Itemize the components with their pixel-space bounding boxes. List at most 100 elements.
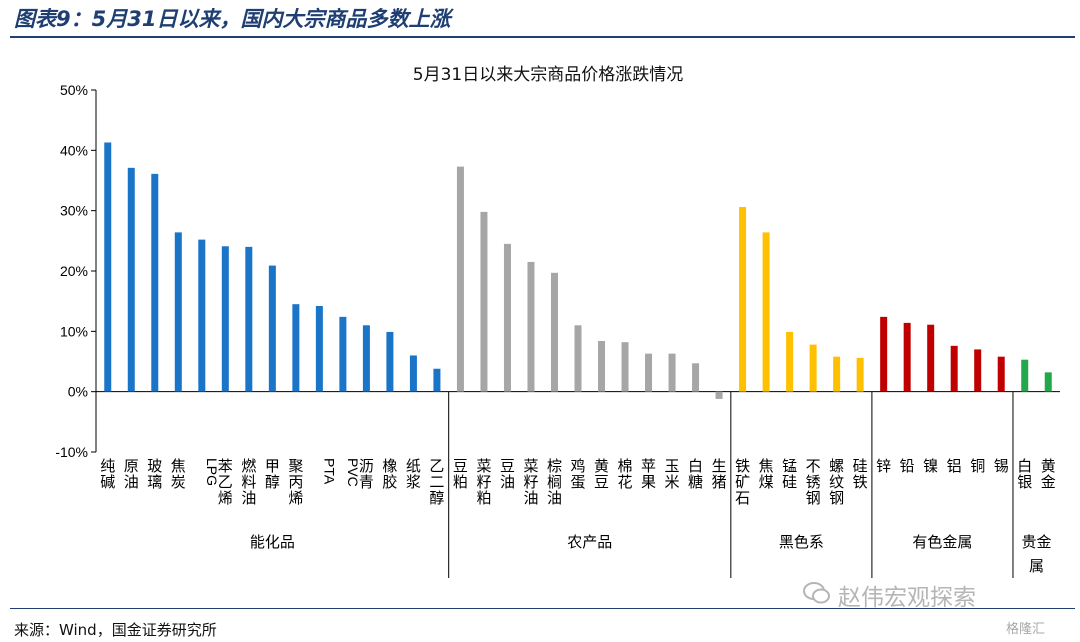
category-label: 不锈钢 [806,457,821,507]
bar [974,349,982,392]
bar [668,353,676,392]
category-label: 白糖 [688,457,703,491]
category-label: 锰硅 [782,457,797,491]
group-label: 农产品 [567,533,612,551]
bar [645,353,653,392]
bar-layer [104,142,1052,399]
category-label: 白银 [1017,457,1032,491]
category-label: 棕榈油 [547,457,562,507]
category-label: 铁矿石 [735,457,750,507]
category-label: 沥青 [359,457,374,491]
category-label: LPG [204,458,220,486]
bar [856,357,864,392]
category-label: 聚丙烯 [288,457,303,507]
bar [762,232,770,392]
bar [480,211,488,392]
category-label: 橡胶 [382,457,397,491]
bar [245,246,253,392]
category-label: 纯碱 [100,457,115,491]
y-tick-label: 30% [60,203,88,219]
category-label: 豆油 [500,457,515,491]
group-label: 有色金属 [912,533,972,551]
category-label: 硅铁 [853,457,868,491]
source-rule [10,608,1075,609]
category-label: 棉花 [618,457,633,491]
title-rule [10,36,1075,38]
figure-title: 图表9：5月31日以来，国内大宗商品多数上涨 [14,7,451,31]
bar [739,207,747,392]
chart-title: 5月31日以来大宗商品价格涨跌情况 [413,65,683,85]
category-label: 苹果 [641,457,656,491]
category-label: 苯乙烯 [218,457,233,507]
bar [715,391,723,399]
bar [950,345,958,392]
bar [786,331,794,392]
bar [268,265,276,392]
bar [550,272,558,392]
category-label: 菜籽粕 [476,457,491,507]
y-tick-label: 20% [60,263,88,279]
category-label: 锡 [994,457,1009,475]
category-label: 生猪 [712,457,727,491]
bar [221,246,229,392]
y-tick-label: 50% [60,82,88,98]
category-label: 铅 [900,457,915,475]
bar [997,356,1005,392]
bar [527,261,535,392]
bar [574,325,582,392]
source-note: 来源：Wind，国金证券研究所 [14,621,217,639]
category-label: 螺纹钢 [829,457,844,507]
bar [903,322,911,392]
bar [104,142,112,392]
category-label: PTA [321,458,337,485]
bar [315,305,323,392]
group-label: 贵金属 [1021,533,1051,575]
category-label: 豆粕 [453,457,468,491]
watermark: 赵伟宏观探索 [838,585,976,611]
category-label: 铝 [947,457,962,475]
category-label: 燃料油 [241,457,256,507]
category-label: 焦炭 [171,457,186,491]
bar [292,304,300,392]
axis-layer: -10% 0% 10% 20% 30% 40% 50% [55,82,1060,578]
wechat-icon [803,582,830,604]
category-label: 黄豆 [594,457,609,491]
category-label: 玻璃 [147,457,162,491]
category-label: 镍 [923,457,938,475]
bar [409,355,417,392]
bar [692,363,700,392]
bar [339,316,347,392]
category-label: 玉米 [665,457,680,491]
category-label: 焦煤 [759,457,774,491]
logo-mark: 格隆汇 [1006,622,1046,637]
bar [456,166,464,392]
bar [833,356,841,392]
bar [503,243,511,392]
bar [362,325,370,392]
category-label: 黄金 [1041,457,1056,491]
bar [1044,372,1052,392]
category-label: 原油 [124,457,139,491]
category-label: 乙二醇 [429,457,444,507]
bar [809,344,817,392]
category-label: 菜籽油 [523,457,538,507]
group-label: 黑色系 [779,533,824,551]
bar [174,232,182,392]
category-label: 甲醇 [265,457,280,491]
bar [433,368,441,392]
category-label: 鸡蛋 [570,457,585,491]
bar [151,173,159,392]
category-label: 纸浆 [406,457,421,491]
bar [198,239,206,392]
bar [880,316,888,392]
bar [621,342,629,392]
category-label: 铜 [970,457,985,475]
category-label: PVC [345,458,361,487]
category-label: 锌 [876,457,891,475]
bar [127,167,135,392]
bar [598,340,606,392]
bar [386,331,394,392]
y-tick-label: 10% [60,323,88,339]
